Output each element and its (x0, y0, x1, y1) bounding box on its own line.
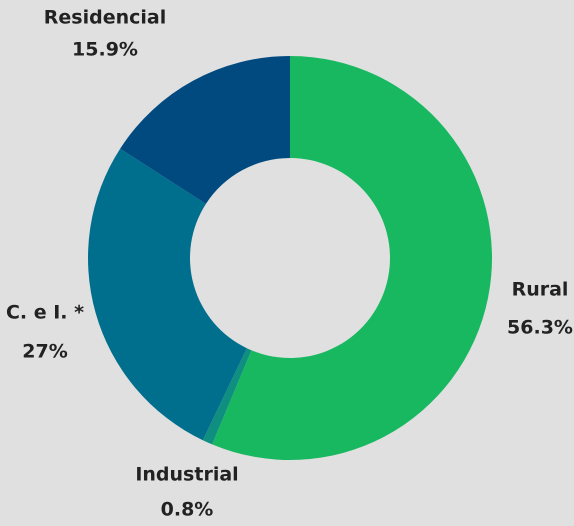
slice-value: 15.9% (72, 39, 138, 61)
slice-label: Residencial (44, 7, 166, 29)
slice-label: C. e I. * (6, 302, 84, 324)
slice-value: 0.8% (161, 499, 214, 521)
slice-value: 56.3% (507, 317, 573, 339)
slice-value: 27% (22, 341, 67, 363)
donut-slice (88, 148, 247, 441)
donut-slice (212, 56, 492, 460)
donut-slice (120, 55, 290, 204)
slice-label: Rural (512, 279, 569, 301)
slice-label: Industrial (135, 464, 238, 486)
donut-slice (202, 348, 252, 445)
